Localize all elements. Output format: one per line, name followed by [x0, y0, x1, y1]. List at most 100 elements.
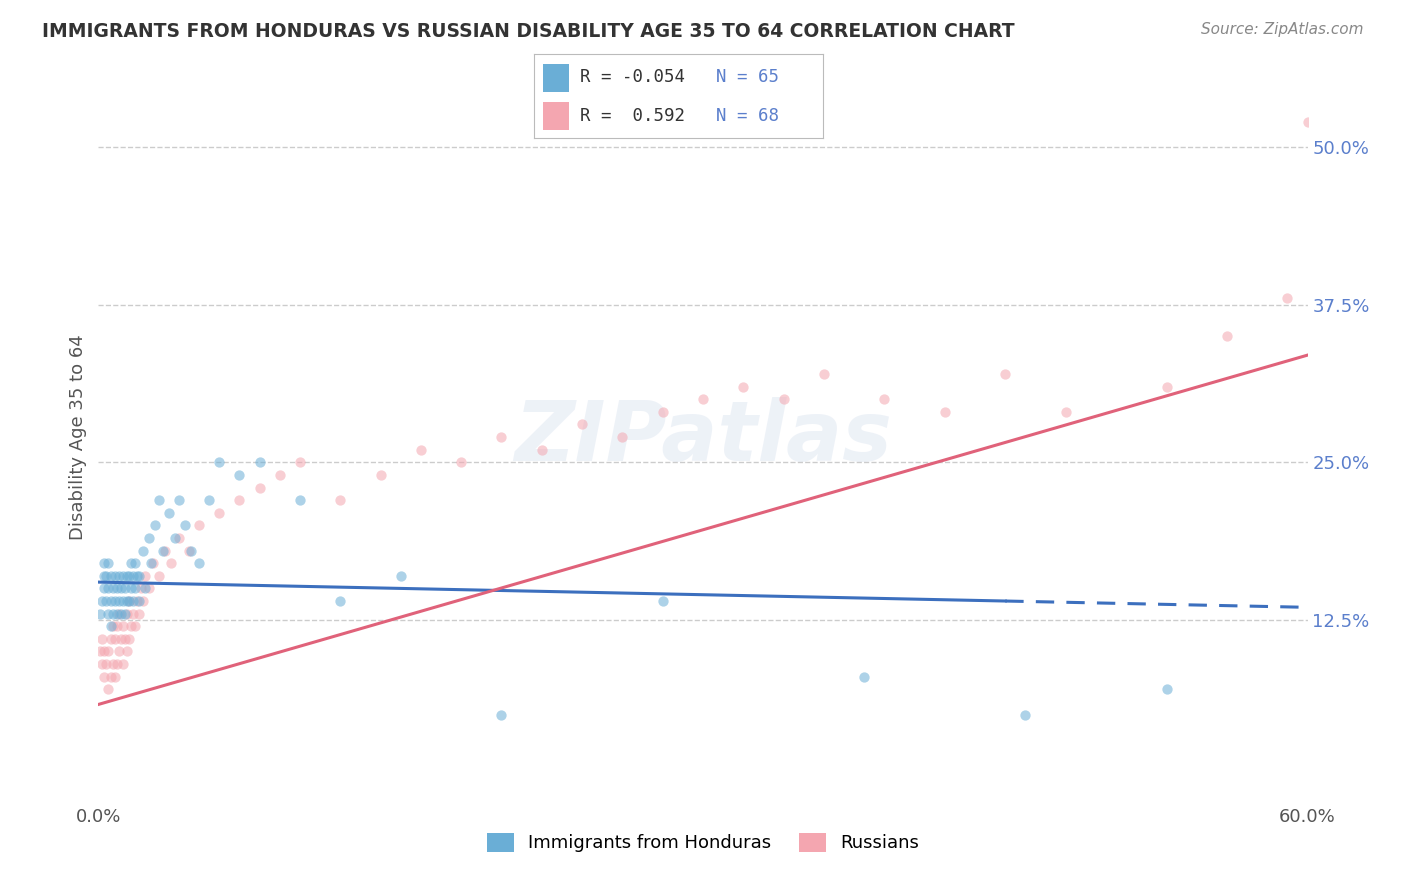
Point	[93, 582, 115, 596]
Point	[110, 582, 132, 596]
Point	[96, 657, 118, 671]
Point	[138, 531, 160, 545]
Point	[101, 619, 124, 633]
Point	[571, 417, 593, 432]
Text: Source: ZipAtlas.com: Source: ZipAtlas.com	[1201, 22, 1364, 37]
Point	[132, 594, 155, 608]
Point	[111, 594, 134, 608]
Point	[124, 619, 146, 633]
Point	[103, 670, 125, 684]
Point	[114, 582, 136, 596]
Text: ZIPatlas: ZIPatlas	[515, 397, 891, 477]
Point	[132, 543, 155, 558]
Point	[91, 632, 114, 646]
Point	[103, 632, 125, 646]
Point	[107, 644, 129, 658]
Point	[1277, 291, 1299, 305]
Point	[530, 442, 553, 457]
Point	[651, 405, 673, 419]
Point	[93, 670, 115, 684]
Point	[134, 569, 156, 583]
Point	[134, 582, 156, 596]
Point	[118, 632, 141, 646]
Point	[651, 594, 673, 608]
Point	[93, 556, 115, 570]
Point	[329, 493, 352, 508]
Point	[89, 644, 111, 658]
Point	[148, 493, 170, 508]
Text: IMMIGRANTS FROM HONDURAS VS RUSSIAN DISABILITY AGE 35 TO 64 CORRELATION CHART: IMMIGRANTS FROM HONDURAS VS RUSSIAN DISA…	[42, 22, 1015, 41]
Point	[163, 531, 186, 545]
Point	[115, 644, 138, 658]
Point	[111, 619, 134, 633]
Point	[100, 632, 122, 646]
Point	[873, 392, 896, 407]
Point	[179, 543, 201, 558]
Point	[450, 455, 472, 469]
Point	[121, 569, 143, 583]
Text: N = 68: N = 68	[716, 107, 779, 125]
Point	[96, 569, 118, 583]
Point	[813, 367, 835, 381]
Point	[153, 543, 176, 558]
Text: R =  0.592: R = 0.592	[581, 107, 685, 125]
Point	[115, 607, 138, 621]
Point	[100, 569, 122, 583]
Point	[107, 594, 129, 608]
Point	[174, 518, 197, 533]
Point	[125, 594, 148, 608]
Point	[118, 569, 141, 583]
Point	[93, 569, 115, 583]
Point	[107, 607, 129, 621]
Point	[115, 594, 138, 608]
Point	[91, 657, 114, 671]
Point	[97, 556, 120, 570]
Point	[128, 607, 150, 621]
Point	[105, 582, 128, 596]
Point	[1216, 329, 1239, 343]
Point	[188, 556, 211, 570]
Point	[853, 670, 876, 684]
FancyBboxPatch shape	[543, 102, 569, 130]
Point	[97, 682, 120, 697]
Point	[249, 455, 271, 469]
Point	[120, 619, 142, 633]
Point	[100, 670, 122, 684]
Point	[772, 392, 794, 407]
Point	[103, 594, 125, 608]
Point	[288, 493, 311, 508]
Point	[142, 556, 165, 570]
Point	[107, 569, 129, 583]
Point	[994, 367, 1017, 381]
Point	[120, 582, 142, 596]
Point	[125, 569, 148, 583]
Point	[198, 493, 221, 508]
Point	[1156, 379, 1178, 393]
Text: R = -0.054: R = -0.054	[581, 69, 685, 87]
Point	[288, 455, 311, 469]
Point	[188, 518, 211, 533]
Point	[121, 594, 143, 608]
Point	[228, 467, 250, 482]
Point	[118, 594, 141, 608]
FancyBboxPatch shape	[543, 63, 569, 92]
Point	[138, 582, 160, 596]
Point	[157, 506, 180, 520]
Point	[97, 607, 120, 621]
Point	[111, 657, 134, 671]
Point	[111, 569, 134, 583]
Point	[103, 569, 125, 583]
Point	[139, 556, 162, 570]
Point	[114, 607, 136, 621]
Point	[269, 467, 291, 482]
Point	[120, 556, 142, 570]
Point	[370, 467, 392, 482]
Text: N = 65: N = 65	[716, 69, 779, 87]
Point	[97, 582, 120, 596]
Point	[152, 543, 174, 558]
Point	[167, 531, 190, 545]
Point	[491, 430, 513, 444]
Point	[121, 607, 143, 621]
Point	[409, 442, 432, 457]
Point	[100, 619, 122, 633]
